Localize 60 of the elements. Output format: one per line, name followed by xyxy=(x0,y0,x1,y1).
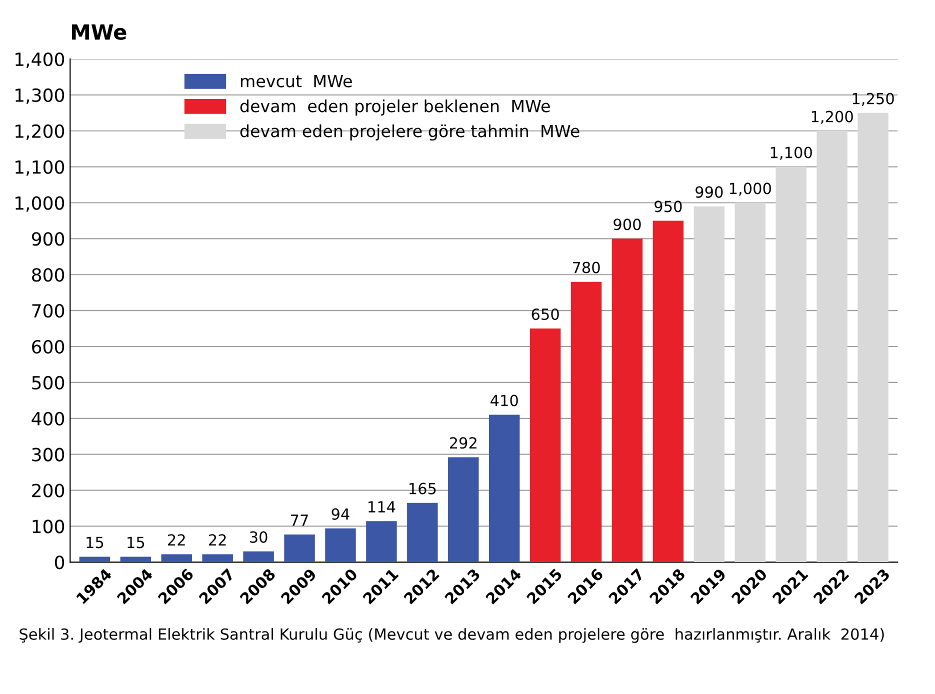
y-tick-label: 700 xyxy=(32,304,64,318)
y-tick-label: 1,000 xyxy=(16,196,64,212)
y-tick-label: 400 xyxy=(32,412,64,426)
data-label: 1,100 xyxy=(770,146,812,160)
data-label: 165 xyxy=(410,482,436,494)
bar xyxy=(652,220,684,562)
y-tick-label: 100 xyxy=(32,520,64,534)
data-label: 780 xyxy=(572,262,600,274)
y-tick-label: 300 xyxy=(32,448,64,462)
bar xyxy=(530,328,561,562)
data-label: 94 xyxy=(332,508,350,520)
y-axis-title: MWe xyxy=(72,24,126,40)
y-tick-label: 1,300 xyxy=(16,88,64,104)
bar xyxy=(79,556,110,562)
data-label: 114 xyxy=(368,501,396,512)
y-tick-label: 600 xyxy=(32,340,64,354)
y-tick-label: 0 xyxy=(54,556,64,570)
bar xyxy=(694,206,725,562)
bar xyxy=(161,554,192,562)
bar xyxy=(816,130,848,562)
data-label: 1,250 xyxy=(852,92,894,106)
data-label: 292 xyxy=(450,437,476,449)
y-tick-label: 500 xyxy=(32,376,64,390)
legend-label: mevcut MWe xyxy=(240,75,352,88)
data-label: 1,200 xyxy=(812,110,853,124)
data-label: 410 xyxy=(490,394,518,406)
data-label: 900 xyxy=(614,218,641,230)
bar xyxy=(734,202,766,562)
data-label: 1,000 xyxy=(730,182,771,196)
data-label: 22 xyxy=(168,534,185,546)
y-tick-label: 1,400 xyxy=(16,52,64,68)
data-label: 15 xyxy=(128,536,144,548)
legend-label: devam eden projeler beklenen MWe xyxy=(240,99,550,116)
bar xyxy=(120,556,152,562)
bar xyxy=(366,521,397,562)
legend-label: devam eden projelere göre tahmin MWe xyxy=(240,124,580,141)
data-label: 650 xyxy=(532,308,559,320)
bar xyxy=(858,112,888,562)
bar xyxy=(776,166,806,562)
text: Şekil 3. Jeotermal Elektrik Santral Kurulu Güç (Mevcut ve devam eden projelere göre hazırlanmıştır. Aralık 2014) xyxy=(20,628,884,643)
data-label: 30 xyxy=(250,531,268,543)
bar xyxy=(407,502,438,562)
data-label: 990 xyxy=(696,186,723,198)
bar xyxy=(570,282,602,562)
y-tick-label: 800 xyxy=(32,268,64,282)
bar xyxy=(202,554,233,562)
y-tick-label: 200 xyxy=(32,484,64,498)
bar xyxy=(325,528,356,562)
bar xyxy=(284,534,315,562)
data-label: 22 xyxy=(208,534,226,546)
y-tick-label: 1,100 xyxy=(16,160,64,176)
bar xyxy=(243,551,274,562)
data-label: 77 xyxy=(291,514,308,526)
data-label: 15 xyxy=(86,536,104,548)
y-tick-label: 900 xyxy=(32,232,64,246)
bar xyxy=(612,238,643,562)
bar xyxy=(448,457,479,562)
bar xyxy=(488,414,520,562)
data-label: 950 xyxy=(654,200,682,212)
y-tick-label: 1,200 xyxy=(16,124,64,140)
